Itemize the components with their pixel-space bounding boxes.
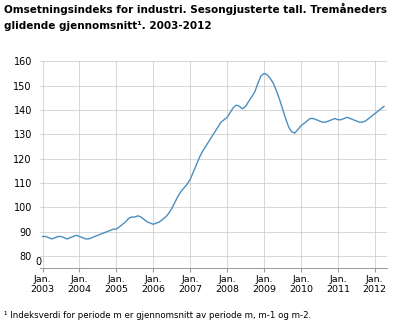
Text: 0: 0 xyxy=(35,257,41,267)
Text: Omsetningsindeks for industri. Sesongjusterte tall. Tremåneders: Omsetningsindeks for industri. Sesongjus… xyxy=(4,3,387,15)
Text: ¹ Indeksverdi for periode m er gjennomsnitt av periode m, m-1 og m-2.: ¹ Indeksverdi for periode m er gjennomsn… xyxy=(4,311,311,320)
Text: glidende gjennomsnitt¹. 2003-2012: glidende gjennomsnitt¹. 2003-2012 xyxy=(4,21,212,31)
